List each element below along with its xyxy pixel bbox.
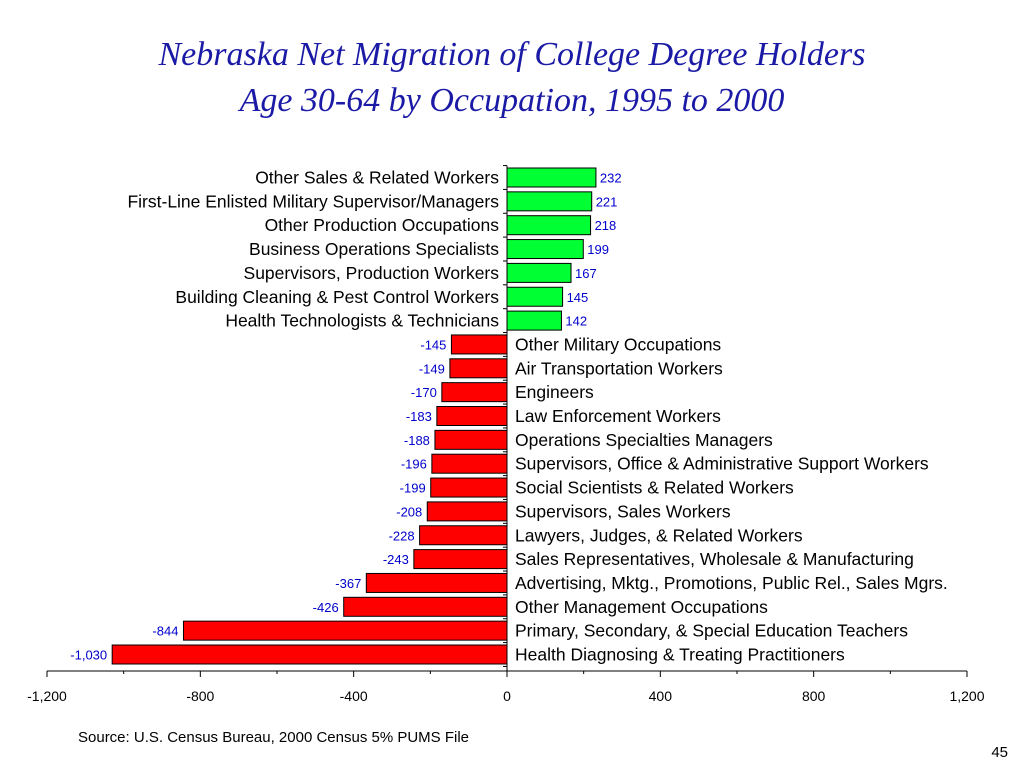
category-label: Building Cleaning & Pest Control Workers	[175, 287, 499, 307]
value-label: 145	[567, 290, 589, 305]
bar	[506, 215, 592, 236]
value-label: -243	[383, 552, 409, 567]
bar	[506, 262, 572, 283]
bar	[111, 644, 508, 665]
bar	[343, 596, 508, 617]
value-label: -199	[400, 481, 426, 496]
value-label: 221	[596, 194, 618, 209]
value-label: -1,030	[70, 648, 107, 663]
category-label: Sales Representatives, Wholesale & Manuf…	[515, 549, 914, 569]
category-label: Primary, Secondary, & Special Education …	[515, 621, 908, 641]
value-labels: 232 221 218 199 167 145 142 -145 -149 -170 -183 -18…	[70, 171, 621, 663]
x-tick-label: 800	[802, 688, 826, 704]
axes: -1,200 -800 -400 0 400 800 1,200	[27, 165, 985, 704]
value-label: 218	[595, 218, 617, 233]
category-label: First-Line Enlisted Military Supervisor/…	[127, 191, 499, 211]
value-label: -170	[411, 385, 437, 400]
category-label: Social Scientists & Related Workers	[515, 478, 794, 498]
bar	[449, 358, 508, 379]
category-label: Law Enforcement Workers	[515, 406, 721, 426]
category-label: Other Management Occupations	[515, 597, 768, 617]
bar	[431, 453, 508, 474]
category-label: Supervisors, Office & Administrative Sup…	[515, 454, 929, 474]
bar	[365, 572, 508, 593]
bar	[506, 167, 597, 188]
bar	[450, 334, 508, 355]
value-label: -844	[152, 624, 178, 639]
bar	[434, 429, 508, 450]
value-label: -149	[419, 361, 445, 376]
value-label: -367	[335, 576, 361, 591]
category-label: Supervisors, Production Workers	[244, 263, 500, 283]
value-label: -188	[404, 433, 430, 448]
chart-title-line-2: Age 30-64 by Occupation, 1995 to 2000	[239, 82, 785, 119]
value-label: 142	[565, 314, 587, 329]
category-label: Business Operations Specialists	[249, 239, 499, 259]
x-tick-label: -800	[186, 688, 214, 704]
page-number: 45	[991, 744, 1008, 761]
value-label: -208	[396, 504, 422, 519]
value-label: -196	[401, 457, 427, 472]
bar	[426, 501, 508, 522]
bar	[506, 286, 564, 307]
category-label: Supervisors, Sales Workers	[515, 501, 731, 521]
bar	[182, 620, 508, 641]
bar	[419, 525, 508, 546]
category-label: Lawyers, Judges, & Related Workers	[515, 525, 803, 545]
category-label: Engineers	[515, 382, 594, 402]
x-tick-label: 400	[649, 688, 673, 704]
bar	[441, 382, 508, 403]
category-label: Operations Specialties Managers	[515, 430, 773, 450]
bar	[413, 549, 508, 570]
value-label: -145	[420, 337, 446, 352]
bar	[430, 477, 508, 498]
bar	[436, 406, 508, 426]
category-label: Air Transportation Workers	[515, 358, 723, 378]
bar	[506, 239, 584, 260]
value-label: 232	[600, 171, 622, 186]
x-tick-label: -1,200	[27, 688, 67, 704]
category-label: Health Diagnosing & Treating Practitione…	[515, 645, 845, 665]
category-label: Other Production Occupations	[265, 215, 500, 235]
bar	[506, 191, 593, 212]
value-label: 199	[587, 242, 609, 257]
category-label: Health Technologists & Technicians	[225, 311, 499, 331]
category-labels: Other Sales & Related Workers First-Line …	[127, 168, 947, 665]
category-label: Advertising, Mktg., Promotions, Public R…	[515, 573, 948, 593]
bar	[506, 310, 562, 331]
x-tick-label: -400	[340, 688, 368, 704]
x-tick-label: 0	[503, 688, 511, 704]
category-label: Other Military Occupations	[515, 334, 721, 354]
x-tick-label: 1,200	[949, 688, 984, 704]
chart-title-line-1: Nebraska Net Migration of College Degree…	[158, 36, 866, 73]
value-label: 167	[575, 266, 597, 281]
category-label: Other Sales & Related Workers	[255, 168, 499, 188]
value-label: -228	[389, 528, 415, 543]
source-note: Source: U.S. Census Bureau, 2000 Census …	[78, 729, 470, 746]
value-label: -426	[313, 600, 339, 615]
value-label: -183	[406, 409, 432, 424]
